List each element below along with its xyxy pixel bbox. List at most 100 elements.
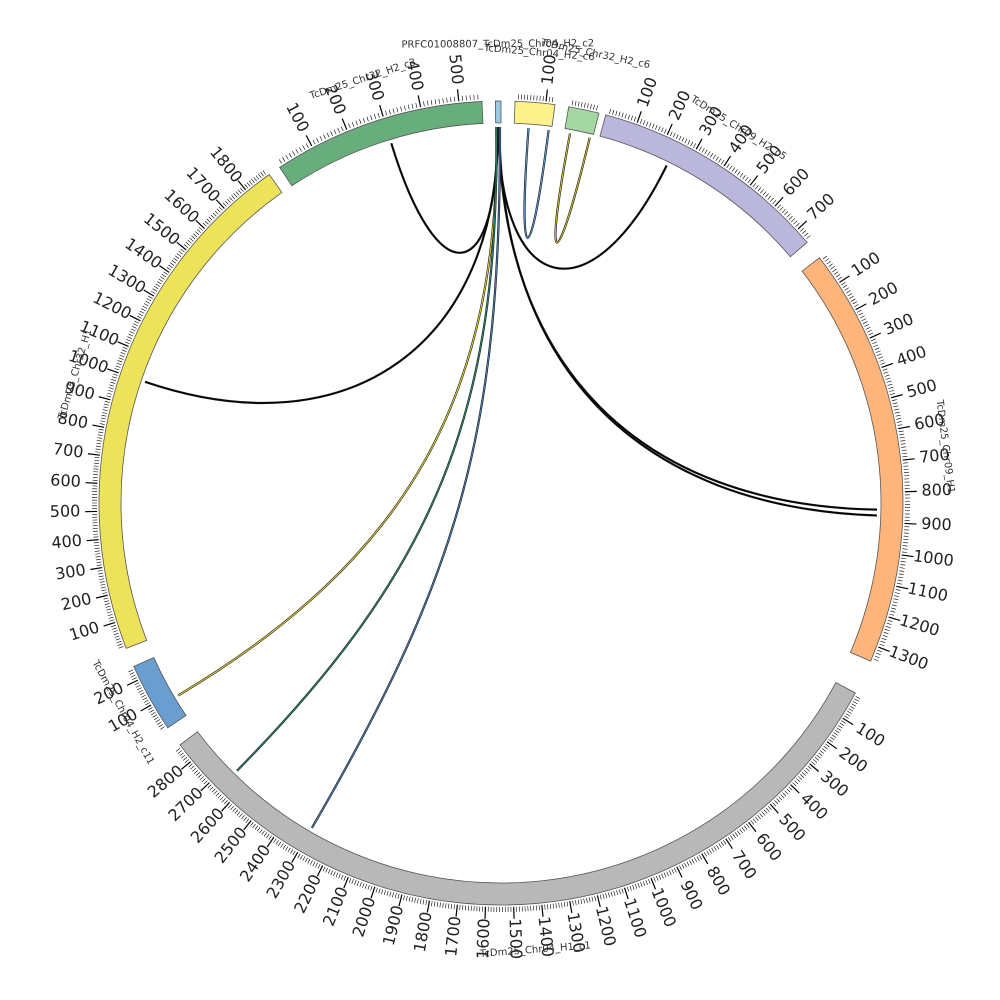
tick-label: 100 xyxy=(537,53,559,85)
tick-label: 1500 xyxy=(506,918,526,959)
minor-tick-marks xyxy=(609,108,811,239)
chromosome-block-tcdm25-chr04-h1-c1 xyxy=(179,682,856,906)
major-tick xyxy=(343,876,349,889)
major-tick xyxy=(86,539,99,542)
tick-label: 2400 xyxy=(236,841,275,885)
major-tick xyxy=(200,782,210,792)
major-tick xyxy=(305,135,313,147)
link-outline xyxy=(523,127,550,240)
tick-label: 1900 xyxy=(379,903,407,947)
tick-label: 1300 xyxy=(886,641,931,673)
tick-label: 1000 xyxy=(647,885,680,930)
chromosome-block-tcdm25-chr32-h2-c6 xyxy=(564,106,600,135)
major-tick xyxy=(126,679,139,686)
minor-ticks-tcdm25-chr09-h1 xyxy=(822,255,911,662)
link-1 xyxy=(144,127,499,404)
major-tick xyxy=(140,704,152,712)
tick-label: 600 xyxy=(752,829,786,865)
tick-label: 100 xyxy=(848,248,884,281)
major-tick xyxy=(596,895,601,908)
tick-label: 100 xyxy=(67,617,102,644)
chromosome-label-tcdm25-chr04-h1-c1: TcDm25_Chr04_H1_c1 xyxy=(479,940,591,960)
major-tick xyxy=(379,104,384,117)
major-tick xyxy=(636,111,642,123)
tick-label: 300 xyxy=(881,309,917,339)
tick-label: 500 xyxy=(445,53,467,85)
minor-ticks-tcdm25-chr32-h2-c6 xyxy=(571,100,598,111)
major-tick xyxy=(103,621,116,627)
chromosome-block-prfc01008807-tcdm25-chr04-h2-c2 xyxy=(494,100,502,124)
tick-label: 700 xyxy=(803,189,838,224)
major-tick xyxy=(809,763,820,772)
major-tick xyxy=(195,219,205,229)
major-tick xyxy=(650,877,657,890)
major-tick xyxy=(902,458,915,461)
chromosome-blocks-layer xyxy=(98,100,904,906)
tick-label: 400 xyxy=(51,531,83,553)
major-tick xyxy=(215,199,225,209)
tick-label: 900 xyxy=(921,514,952,535)
major-tick xyxy=(107,368,119,374)
major-tick xyxy=(749,175,759,186)
major-tick xyxy=(85,482,98,484)
tick-label: 1200 xyxy=(592,904,620,948)
tick-label: 1600 xyxy=(473,918,494,959)
major-tick xyxy=(266,836,275,848)
major-tick xyxy=(839,275,850,283)
tick-label: 2200 xyxy=(290,871,325,916)
tick-label: 500 xyxy=(50,501,81,521)
minor-ticks-tcdm25-chr09-h2-c5 xyxy=(609,108,811,239)
tick-label: 1400 xyxy=(535,915,558,957)
major-tick xyxy=(790,784,800,794)
major-tick xyxy=(316,865,324,877)
major-tick xyxy=(725,838,733,850)
major-tick xyxy=(797,220,808,230)
major-tick xyxy=(842,717,854,726)
major-tick xyxy=(159,265,170,273)
major-tick xyxy=(723,155,732,167)
chromosome-block-tcdm25-chr04-h2-c11 xyxy=(133,657,187,729)
minor-ticks-tcdm25-chr04-h1-c1 xyxy=(175,696,861,913)
tick-label: 1300 xyxy=(105,260,150,297)
tick-label: 100 xyxy=(852,718,888,750)
tick-label: 1700 xyxy=(441,915,464,958)
tick-label: 1200 xyxy=(90,288,135,323)
tick-label: 2300 xyxy=(262,857,299,902)
major-tick xyxy=(90,566,103,571)
link-4 xyxy=(498,127,877,517)
tick-label: 300 xyxy=(817,767,853,801)
tick-label: 2000 xyxy=(348,895,379,940)
minor-tick-marks xyxy=(128,669,165,730)
link-3 xyxy=(498,127,877,511)
link-outline xyxy=(236,127,498,772)
tick-label: 400 xyxy=(894,342,929,370)
major-tick xyxy=(888,616,901,622)
chromosome-block-tcdm25-chr04-h2-c6 xyxy=(513,100,556,127)
major-tick xyxy=(897,425,911,430)
link-9 xyxy=(554,133,591,244)
chromosome-block-tcdm25-chr32-h2-c3 xyxy=(279,101,484,187)
tick-label: 700 xyxy=(52,439,85,461)
major-tick xyxy=(748,821,757,833)
tick-label: 1100 xyxy=(906,578,950,605)
major-tick xyxy=(237,180,247,191)
link-5 xyxy=(177,127,498,696)
link-6 xyxy=(236,127,497,772)
major-tick xyxy=(890,394,903,399)
major-tick xyxy=(129,314,141,322)
major-tick xyxy=(769,803,779,814)
tick-label: 700 xyxy=(918,445,950,467)
major-tick xyxy=(881,362,894,369)
chromosome-block-tcdm25-chr09-h2-c5 xyxy=(599,114,808,258)
chromosome-label-tcdm25-chr32-h1: TcDm25_Chr32_H1 xyxy=(56,328,94,422)
major-tick xyxy=(95,594,108,599)
major-tick xyxy=(855,303,867,311)
minor-tick-marks xyxy=(278,94,479,164)
major-tick xyxy=(117,341,129,347)
link-outline xyxy=(497,126,877,511)
tick-label: 1400 xyxy=(121,234,165,273)
link-outline xyxy=(498,126,877,517)
major-tick xyxy=(456,89,460,102)
major-tick xyxy=(774,196,784,207)
